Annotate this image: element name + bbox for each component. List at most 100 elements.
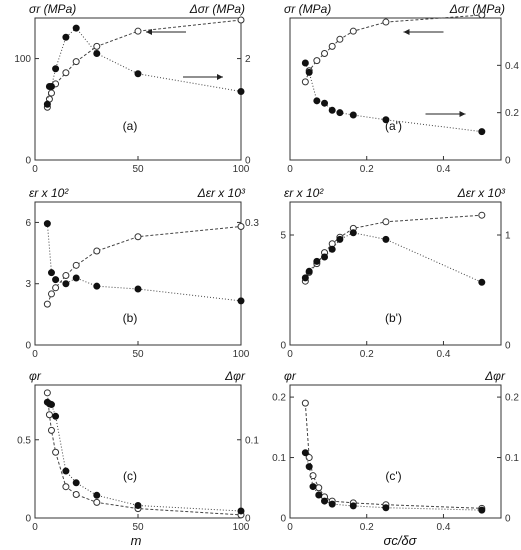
- panel-cp-ytick-left-label: 0.1: [272, 453, 286, 464]
- panel-ap-right-label: Δσr (MPa): [449, 2, 505, 16]
- panel-cp-point-filled: [301, 449, 309, 457]
- panel-bp-xtick-label: 0.4: [437, 349, 451, 360]
- panel-a-ytick-right-label: 0: [245, 156, 251, 167]
- panel-a-left-label: σr (MPa): [29, 2, 76, 16]
- panel-cp-label: (c'): [385, 469, 401, 483]
- panel-ap-left-label: σr (MPa): [284, 2, 331, 16]
- panel-a-point-filled: [93, 50, 101, 57]
- panel-c-point-filled: [72, 479, 80, 487]
- panel-cp-right-label: Δφr: [484, 369, 506, 383]
- panel-ap-point-open: [301, 78, 309, 86]
- panel-a-series-filled-line: [46, 27, 242, 105]
- panel-bp-ytick-left-label: 5: [280, 231, 286, 242]
- panel-cp-xtick-label: 0.4: [437, 522, 451, 533]
- panel-b-point-filled: [62, 280, 70, 288]
- panel-c-point-filled: [237, 507, 245, 515]
- panel-b-point-open: [62, 272, 70, 280]
- panel-c-xtick-label: 0: [32, 522, 38, 533]
- panel-b-ytick-left-label: 3: [25, 279, 31, 290]
- panel-cp-series-filled-line: [304, 452, 482, 511]
- panel-c-point-open: [45, 411, 53, 419]
- panel-ap-point-filled: [478, 128, 486, 136]
- panel-b-point-filled: [237, 297, 245, 305]
- panel-c-point-filled: [93, 491, 101, 499]
- panel-ap-xtick-label: 0.4: [437, 164, 451, 175]
- panel-ap-point-filled: [328, 106, 336, 114]
- panel-a-xtick-label: 50: [132, 164, 144, 175]
- panel-a-point-open: [62, 69, 70, 77]
- panel-bp-left-label: εr x 10²: [284, 186, 324, 200]
- panel-ap-point-filled: [382, 116, 390, 124]
- panel-ap-xtick-label: 0: [287, 164, 293, 175]
- panel-c-point-open: [47, 426, 55, 434]
- panel-b-xtick-label: 0: [32, 349, 38, 360]
- panel-bp-ytick-right-label: 0: [505, 341, 511, 352]
- panel-ap-xtick-label: 0.2: [360, 164, 374, 175]
- panel-bp-point-open: [382, 218, 390, 226]
- panel-a-point-filled: [52, 65, 60, 73]
- panel-b-point-filled: [72, 274, 80, 282]
- panel-b-point-open: [72, 261, 80, 269]
- panel-a-point-filled: [72, 24, 80, 32]
- panel-a-label: (a): [123, 119, 138, 133]
- panel-a-point-open: [134, 27, 142, 35]
- panel-a-xtick-label: 100: [233, 164, 250, 175]
- panel-bp-label: (b'): [385, 311, 402, 325]
- panel-b-xtick-label: 50: [132, 349, 144, 360]
- panel-c-point-open: [93, 498, 101, 506]
- panel-ap-ytick-right-label: 0: [505, 156, 511, 167]
- panel-c-frame: [34, 384, 242, 519]
- panel-b-xtick-label: 100: [233, 349, 250, 360]
- panel-cp-point-filled: [315, 491, 323, 499]
- panel-bp-point-filled: [313, 257, 321, 265]
- panel-ap-point-open: [336, 35, 344, 43]
- panel-c-ytick-left-label: 0: [25, 514, 31, 525]
- panel-bp-xtick-label: 0.2: [360, 349, 374, 360]
- panel-ap-ytick-right-label: 0.2: [505, 108, 519, 119]
- panel-cp-xtick-label: 0: [287, 522, 293, 533]
- bottom-xlabel-left: m: [131, 533, 142, 548]
- panel-a-right-label: Δσr (MPa): [189, 2, 245, 16]
- panel-b-ytick-right-label: 0.3: [245, 218, 259, 229]
- panel-cp-left-label: φr: [284, 369, 297, 383]
- panel-c-point-filled: [47, 401, 55, 409]
- panel-a-point-open: [93, 42, 101, 50]
- panel-a-arrow-right: [183, 74, 223, 80]
- panel-c-point-open: [52, 448, 60, 456]
- panel-c-left-label: φr: [29, 369, 42, 383]
- panel-c-xtick-label: 50: [132, 522, 144, 533]
- panel-bp-ytick-left-label: 0: [280, 341, 286, 352]
- panel-c-ytick-right-label: 0: [245, 514, 251, 525]
- panel-c-point-open: [72, 491, 80, 499]
- panel-b-point-open: [134, 233, 142, 241]
- panel-ap-point-filled: [301, 59, 309, 67]
- panel-a-ytick-right-label: 2: [245, 54, 251, 65]
- panel-b-point-filled: [134, 285, 142, 293]
- panel-a-point-open: [72, 58, 80, 66]
- panel-bp-point-filled: [321, 253, 329, 261]
- panel-c-point-open: [43, 389, 51, 397]
- panel-b-point-filled: [47, 269, 55, 277]
- panel-c-xtick-label: 100: [233, 522, 250, 533]
- panel-b-point-filled: [52, 276, 60, 284]
- panel-b-point-filled: [93, 282, 101, 290]
- panel-ap-arrow-right: [425, 111, 466, 117]
- panel-cp-point-filled: [478, 506, 486, 514]
- panel-cp-point-open: [305, 454, 313, 462]
- panel-ap-point-open: [382, 18, 390, 26]
- panel-c-label: (c): [123, 469, 137, 483]
- panel-cp-point-open: [301, 399, 309, 407]
- panel-cp-point-filled: [309, 483, 317, 491]
- panel-c-right-label: Δφr: [224, 369, 246, 383]
- panel-b-ytick-left-label: 0: [25, 341, 31, 352]
- panel-a-point-open: [47, 89, 55, 97]
- panel-c-ytick-right-label: 0.1: [245, 435, 259, 446]
- panel-cp-ytick-right-label: 0: [505, 514, 511, 525]
- panel-cp-series-open-line: [304, 403, 482, 509]
- panel-a-point-filled: [47, 82, 55, 90]
- panel-cp-ytick-left-label: 0.2: [272, 393, 286, 404]
- panel-cp-ytick-right-label: 0.1: [505, 453, 519, 464]
- panel-ap-point-open: [349, 27, 357, 35]
- panel-c-point-filled: [52, 412, 60, 420]
